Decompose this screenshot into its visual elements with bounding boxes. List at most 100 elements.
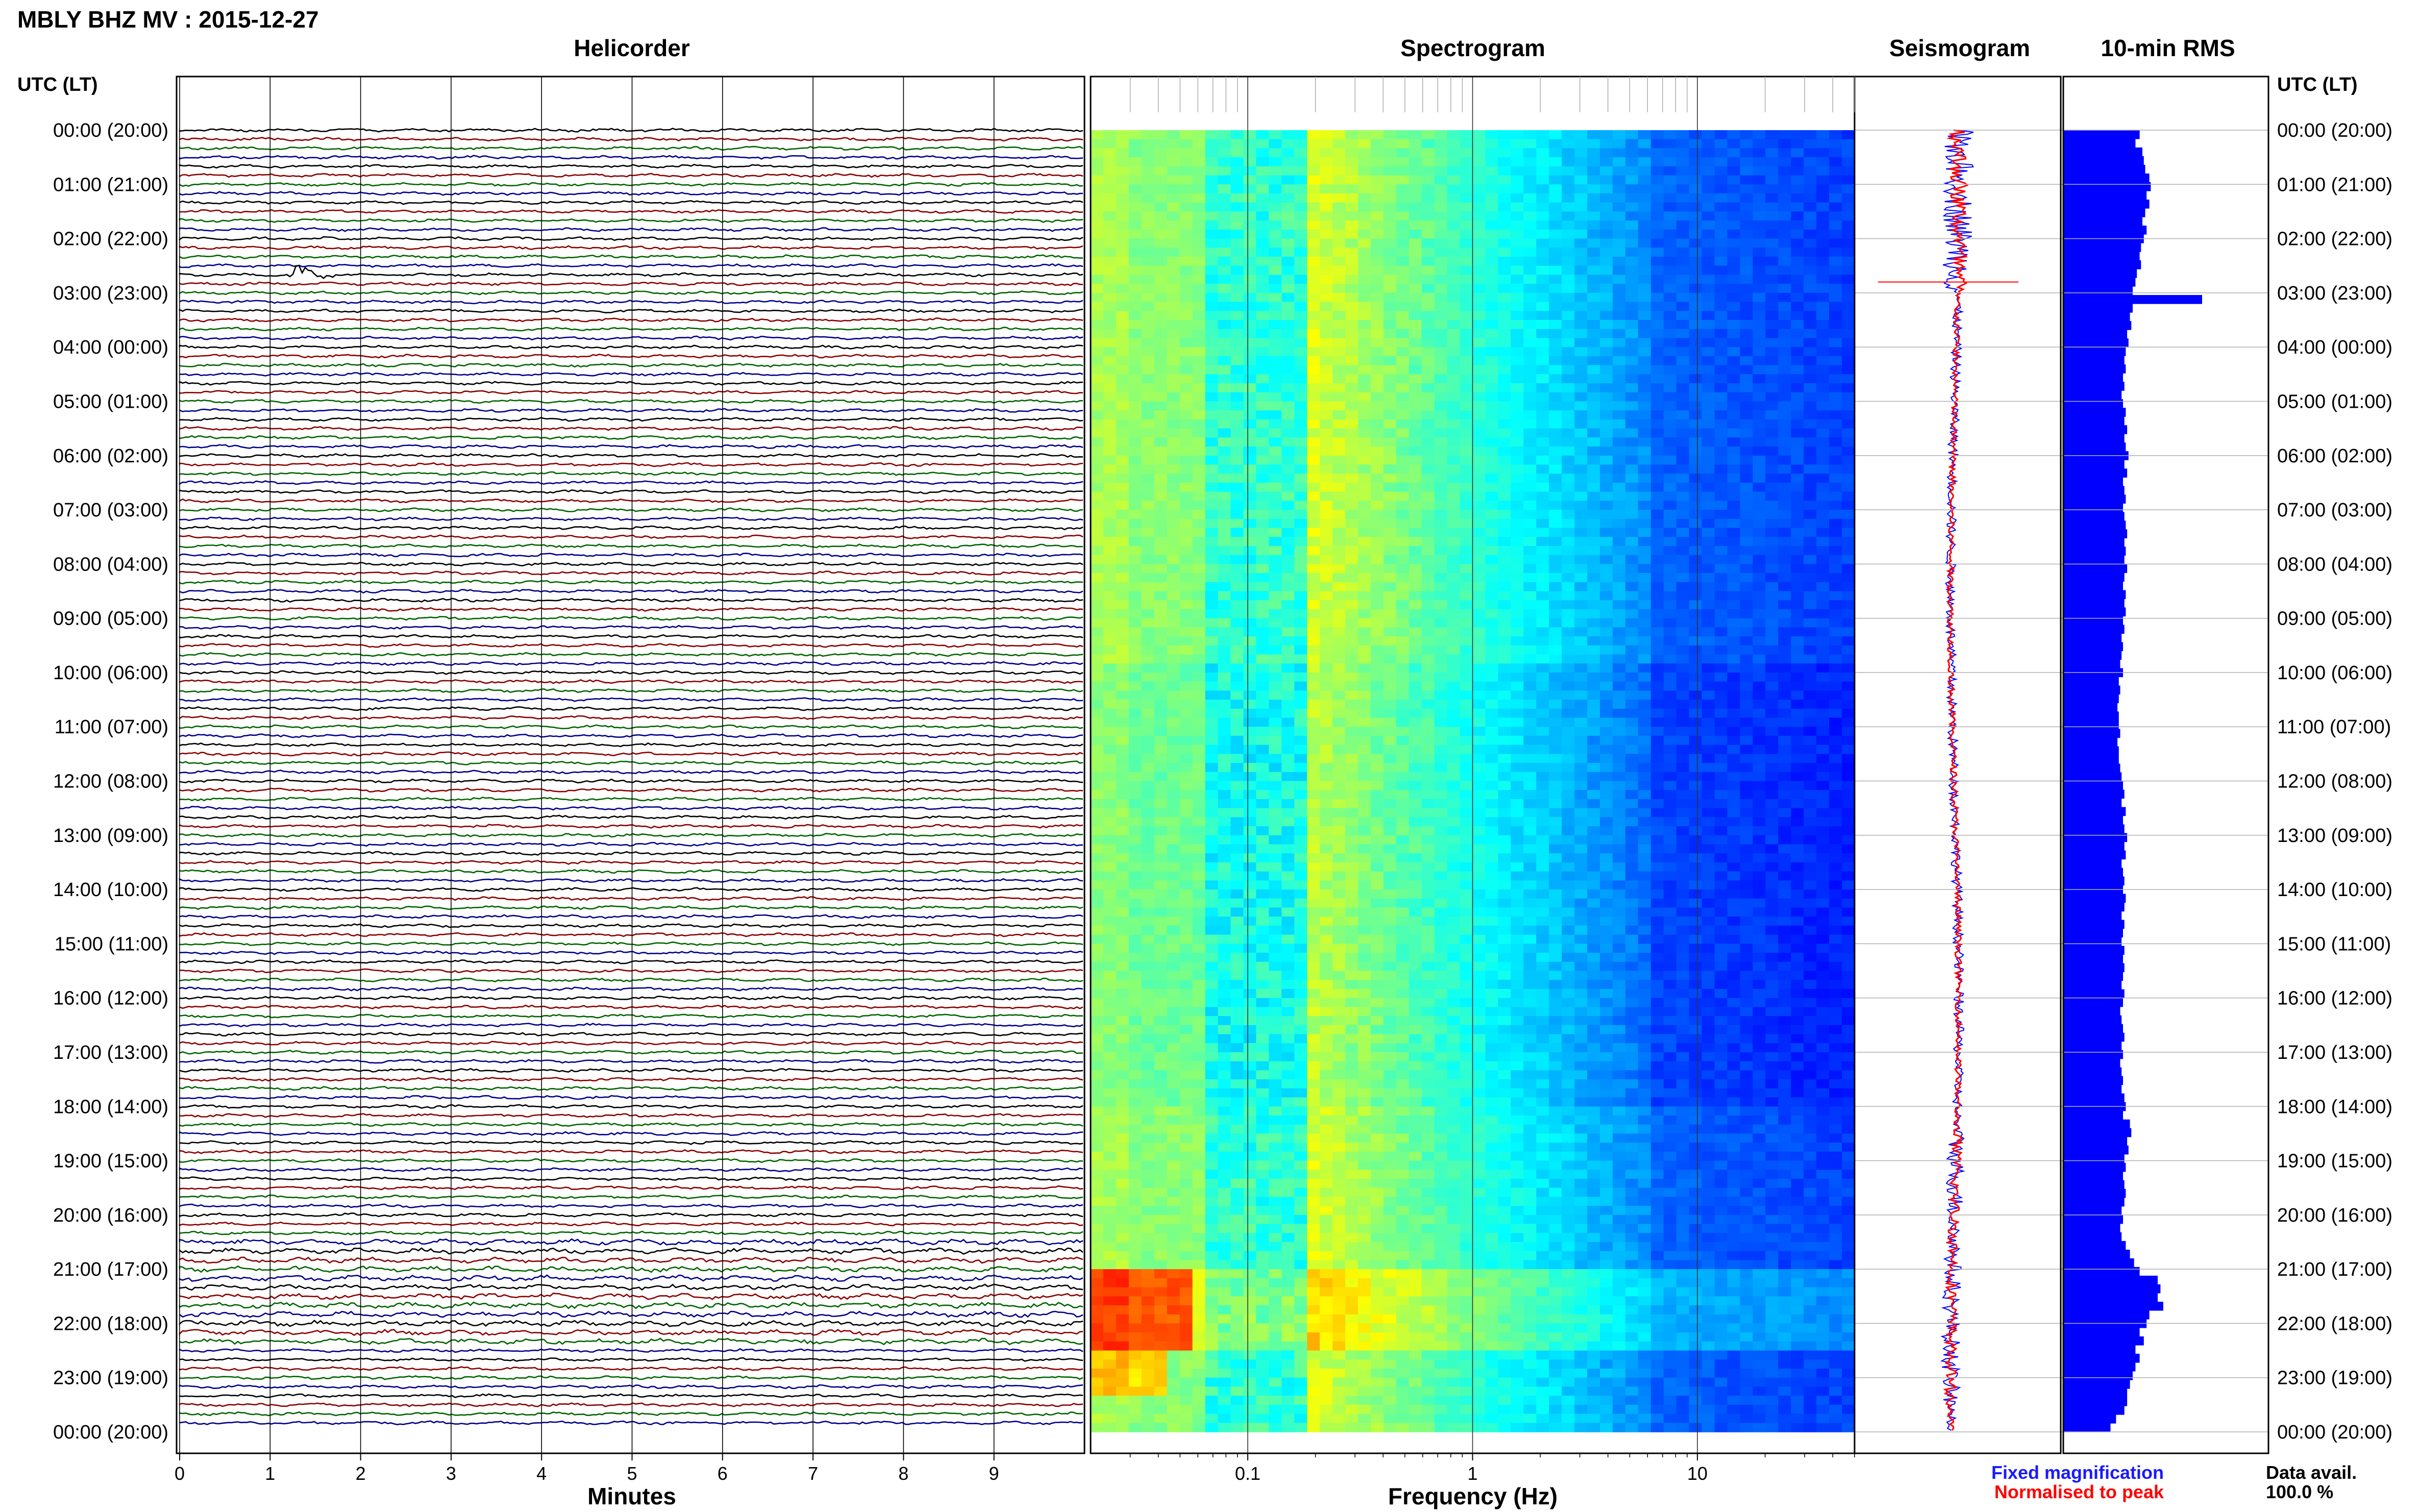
spectrogram-cell	[1256, 220, 1270, 230]
spectrogram-cell	[1332, 329, 1346, 339]
spectrogram-cell	[1447, 745, 1461, 755]
spectrogram-cell	[1269, 202, 1282, 212]
spectrogram-cell	[1205, 681, 1219, 691]
spectrogram-cell	[1103, 700, 1117, 709]
spectrogram-cell	[1638, 157, 1651, 167]
spectrogram-cell	[1128, 735, 1142, 746]
spectrogram-cell	[1320, 491, 1333, 502]
spectrogram-cell	[1740, 510, 1754, 519]
spectrogram-cell	[1791, 609, 1805, 619]
spectrogram-cell	[1562, 392, 1575, 402]
spectrogram-cell	[1562, 175, 1575, 185]
spectrogram-cell	[1409, 735, 1422, 746]
spectrogram-cell	[1434, 772, 1448, 782]
spectrogram-cell	[1370, 302, 1384, 312]
spectrogram-cell	[1829, 302, 1842, 312]
spectrogram-cell	[1294, 428, 1307, 438]
spectrogram-cell	[1600, 383, 1613, 393]
spectrogram-cell	[1218, 727, 1231, 736]
spectrogram-cell	[1523, 166, 1537, 176]
spectrogram-cell	[1727, 781, 1741, 790]
spectrogram-cell	[1281, 275, 1295, 284]
spectrogram-cell	[1103, 311, 1117, 320]
spectrogram-cell	[1192, 772, 1206, 782]
spectrogram-cell	[1320, 645, 1333, 655]
spectrogram-cell	[1485, 754, 1499, 763]
spectrogram-cell	[1230, 166, 1244, 176]
spectrogram-cell	[1154, 627, 1168, 637]
spectrogram-cell	[1472, 663, 1486, 673]
spectrogram-cell	[1460, 708, 1473, 718]
spectrogram-cell	[1676, 482, 1690, 492]
spectrogram-cell	[1472, 537, 1486, 547]
spectrogram-cell	[1689, 148, 1702, 158]
spectrogram-cell	[1357, 835, 1371, 845]
spectrogram-cell	[1676, 537, 1690, 547]
spectrogram-cell	[1574, 247, 1588, 257]
spectrogram-cell	[1562, 130, 1575, 140]
spectrogram-cell	[1562, 781, 1575, 790]
spectrogram-cell	[1587, 853, 1600, 863]
spectrogram-cell	[1701, 618, 1715, 628]
spectrogram-cell	[1587, 817, 1600, 827]
spectrogram-cell	[1498, 609, 1512, 619]
spectrogram-cell	[1587, 501, 1600, 510]
spectrogram-cell	[1243, 193, 1257, 203]
spectrogram-cell	[1179, 817, 1193, 827]
spectrogram-cell	[1409, 636, 1422, 646]
spectrogram-cell	[1409, 528, 1422, 537]
spectrogram-cell	[1383, 184, 1397, 194]
spectrogram-cell	[1460, 844, 1473, 854]
spectrogram-cell	[1460, 166, 1473, 176]
spectrogram-cell	[1485, 690, 1499, 700]
spectrogram-cell	[1370, 447, 1384, 456]
spectrogram-cell	[1192, 835, 1206, 845]
spectrogram-cell	[1574, 790, 1588, 800]
spectrogram-cell	[1740, 645, 1754, 655]
spectrogram-cell	[1562, 184, 1575, 194]
spectrogram-cell	[1205, 175, 1219, 185]
spectrogram-cell	[1154, 229, 1168, 239]
spectrogram-cell	[1409, 609, 1422, 619]
spectrogram-cell	[1091, 464, 1104, 474]
spectrogram-cell	[1778, 202, 1792, 212]
spectrogram-cell	[1421, 582, 1435, 592]
spectrogram-cell	[1587, 356, 1600, 366]
spectrogram-cell	[1141, 844, 1155, 854]
spectrogram-cell	[1230, 609, 1244, 619]
spectrogram-cell	[1472, 582, 1486, 592]
spectrogram-cell	[1320, 392, 1333, 402]
spectrogram-cell	[1829, 582, 1842, 592]
spectrogram-cell	[1600, 555, 1613, 565]
spectrogram-cell	[1357, 808, 1371, 818]
spectrogram-cell	[1727, 645, 1741, 655]
spectrogram-cell	[1498, 600, 1512, 610]
spectrogram-cell	[1804, 681, 1817, 691]
spectrogram-cell	[1587, 365, 1600, 375]
spectrogram-cell	[1727, 735, 1741, 746]
spectrogram-cell	[1676, 817, 1690, 827]
spectrogram-cell	[1141, 474, 1155, 483]
spectrogram-cell	[1357, 564, 1371, 574]
spectrogram-cell	[1536, 546, 1550, 556]
spectrogram-cell	[1218, 130, 1231, 140]
spectrogram-cell	[1778, 365, 1792, 375]
spectrogram-cell	[1574, 546, 1588, 556]
spectrogram-cell	[1281, 790, 1295, 800]
spectrogram-cell	[1600, 871, 1613, 881]
spectrogram-cell	[1650, 374, 1664, 384]
spectrogram-cell	[1842, 681, 1855, 691]
spectrogram-cell	[1332, 564, 1346, 574]
spectrogram-cell	[1154, 763, 1168, 773]
spectrogram-cell	[1587, 284, 1600, 293]
spectrogram-cell	[1498, 410, 1512, 420]
spectrogram-cell	[1791, 320, 1805, 330]
spectrogram-cell	[1523, 835, 1537, 845]
spectrogram-cell	[1804, 320, 1817, 330]
spectrogram-cell	[1778, 636, 1792, 646]
spectrogram-cell	[1689, 501, 1702, 510]
spectrogram-cell	[1307, 220, 1320, 230]
spectrogram-cell	[1320, 808, 1333, 818]
spectrogram-cell	[1332, 835, 1346, 845]
spectrogram-cell	[1218, 564, 1231, 574]
